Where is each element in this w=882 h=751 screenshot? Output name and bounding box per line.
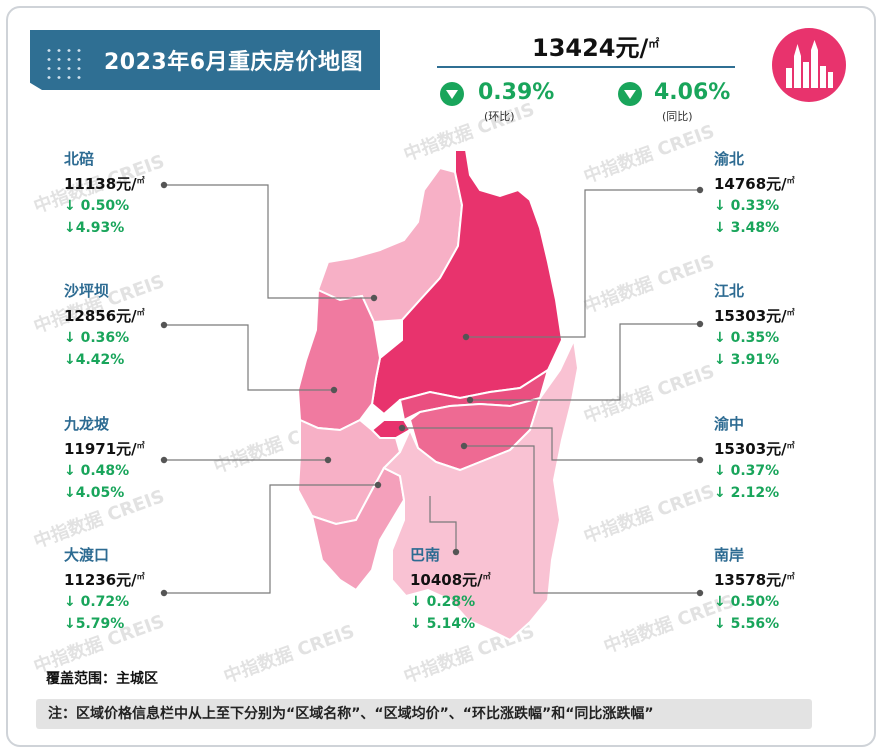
region-info-jiangbei: 江北 15303元/㎡ ↓ 0.35% ↓ 3.91% bbox=[714, 280, 795, 371]
region-mom: ↓ 0.50% bbox=[64, 198, 130, 214]
region-yoy: ↓ 3.91% bbox=[714, 352, 780, 368]
page-title: 2023年6月重庆房价地图 bbox=[104, 50, 364, 75]
leader-line-beibei bbox=[164, 184, 374, 299]
region-info-jiulongpo: 九龙坡 11971元/㎡ ↓ 0.48% ↓4.05% bbox=[64, 413, 145, 504]
leader-line-jiangbei bbox=[470, 323, 700, 401]
region-info-nanan: 南岸 13578元/㎡ ↓ 0.50% ↓ 5.56% bbox=[714, 544, 795, 635]
region-name: 渝中 bbox=[714, 415, 745, 433]
leader-line-yuzhong bbox=[402, 427, 700, 461]
overall-yoy-label: (同比) bbox=[662, 110, 693, 123]
region-info-banan: 巴南 10408元/㎡ ↓ 0.28% ↓ 5.14% bbox=[410, 544, 491, 635]
map-region-banan bbox=[382, 336, 580, 642]
overall-price: 13424元/㎡ bbox=[532, 34, 660, 62]
region-mom: ↓ 0.72% bbox=[64, 594, 130, 610]
leader-line-yubei bbox=[466, 189, 700, 338]
footnote: 注：区域价格信息栏中从上至下分别为“区域名称”、“区域均价”、“环比涨跌幅”和“… bbox=[36, 699, 812, 729]
map-region-shapingba bbox=[296, 288, 382, 432]
region-info-dadukou: 大渡口 11236元/㎡ ↓ 0.72% ↓5.79% bbox=[64, 544, 145, 635]
down-arrow-icon bbox=[440, 82, 464, 106]
region-price: 15303元/㎡ bbox=[714, 440, 795, 458]
leader-line-banan bbox=[429, 496, 457, 552]
region-info-shapingba: 沙坪坝 12856元/㎡ ↓ 0.36% ↓4.42% bbox=[64, 280, 145, 371]
region-info-yubei: 渝北 14768元/㎡ ↓ 0.33% ↓ 3.48% bbox=[714, 148, 795, 239]
dots-decoration bbox=[44, 46, 86, 80]
city-skyline-logo-icon bbox=[772, 28, 846, 102]
overall-mom-value: 0.39% bbox=[478, 80, 555, 105]
map-region-dadukou bbox=[310, 466, 406, 592]
region-name: 江北 bbox=[714, 282, 745, 300]
region-name: 南岸 bbox=[714, 546, 745, 564]
region-price: 11138元/㎡ bbox=[64, 175, 145, 193]
region-yoy: ↓ 5.56% bbox=[714, 616, 780, 632]
leader-line-nanan bbox=[464, 445, 700, 594]
region-mom: ↓ 0.37% bbox=[714, 463, 780, 479]
region-name: 大渡口 bbox=[64, 546, 110, 564]
region-mom: ↓ 0.35% bbox=[714, 330, 780, 346]
region-name: 渝北 bbox=[714, 150, 745, 168]
region-yoy: ↓ 5.14% bbox=[410, 616, 476, 632]
region-price: 13578元/㎡ bbox=[714, 571, 795, 589]
region-mom: ↓ 0.50% bbox=[714, 594, 780, 610]
region-yoy: ↓4.42% bbox=[64, 352, 125, 368]
region-mom: ↓ 0.48% bbox=[64, 463, 130, 479]
region-name: 九龙坡 bbox=[64, 415, 110, 433]
region-name: 巴南 bbox=[410, 546, 441, 564]
region-price: 11236元/㎡ bbox=[64, 571, 145, 589]
region-info-yuzhong: 渝中 15303元/㎡ ↓ 0.37% ↓ 2.12% bbox=[714, 413, 795, 504]
region-price: 10408元/㎡ bbox=[410, 571, 491, 589]
region-yoy: ↓4.93% bbox=[64, 220, 125, 236]
region-name: 北碚 bbox=[64, 150, 95, 168]
overall-mom-label: (环比) bbox=[484, 110, 515, 123]
region-yoy: ↓ 2.12% bbox=[714, 485, 780, 501]
region-price: 12856元/㎡ bbox=[64, 307, 145, 325]
region-yoy: ↓ 3.48% bbox=[714, 220, 780, 236]
region-yoy: ↓5.79% bbox=[64, 616, 125, 632]
region-name: 沙坪坝 bbox=[64, 282, 110, 300]
region-price: 14768元/㎡ bbox=[714, 175, 795, 193]
region-yoy: ↓4.05% bbox=[64, 485, 125, 501]
down-arrow-icon bbox=[618, 82, 642, 106]
region-mom: ↓ 0.36% bbox=[64, 330, 130, 346]
overall-yoy-value: 4.06% bbox=[654, 80, 731, 105]
region-info-beibei: 北碚 11138元/㎡ ↓ 0.50% ↓4.93% bbox=[64, 148, 145, 239]
region-price: 11971元/㎡ bbox=[64, 440, 145, 458]
region-mom: ↓ 0.33% bbox=[714, 198, 780, 214]
coverage-text: 覆盖范围：主城区 bbox=[46, 671, 158, 687]
region-mom: ↓ 0.28% bbox=[410, 594, 476, 610]
title-banner bbox=[30, 30, 380, 90]
leader-line-shapingba bbox=[164, 324, 334, 391]
divider bbox=[437, 66, 735, 68]
leader-line-dadukou bbox=[164, 484, 378, 594]
region-price: 15303元/㎡ bbox=[714, 307, 795, 325]
